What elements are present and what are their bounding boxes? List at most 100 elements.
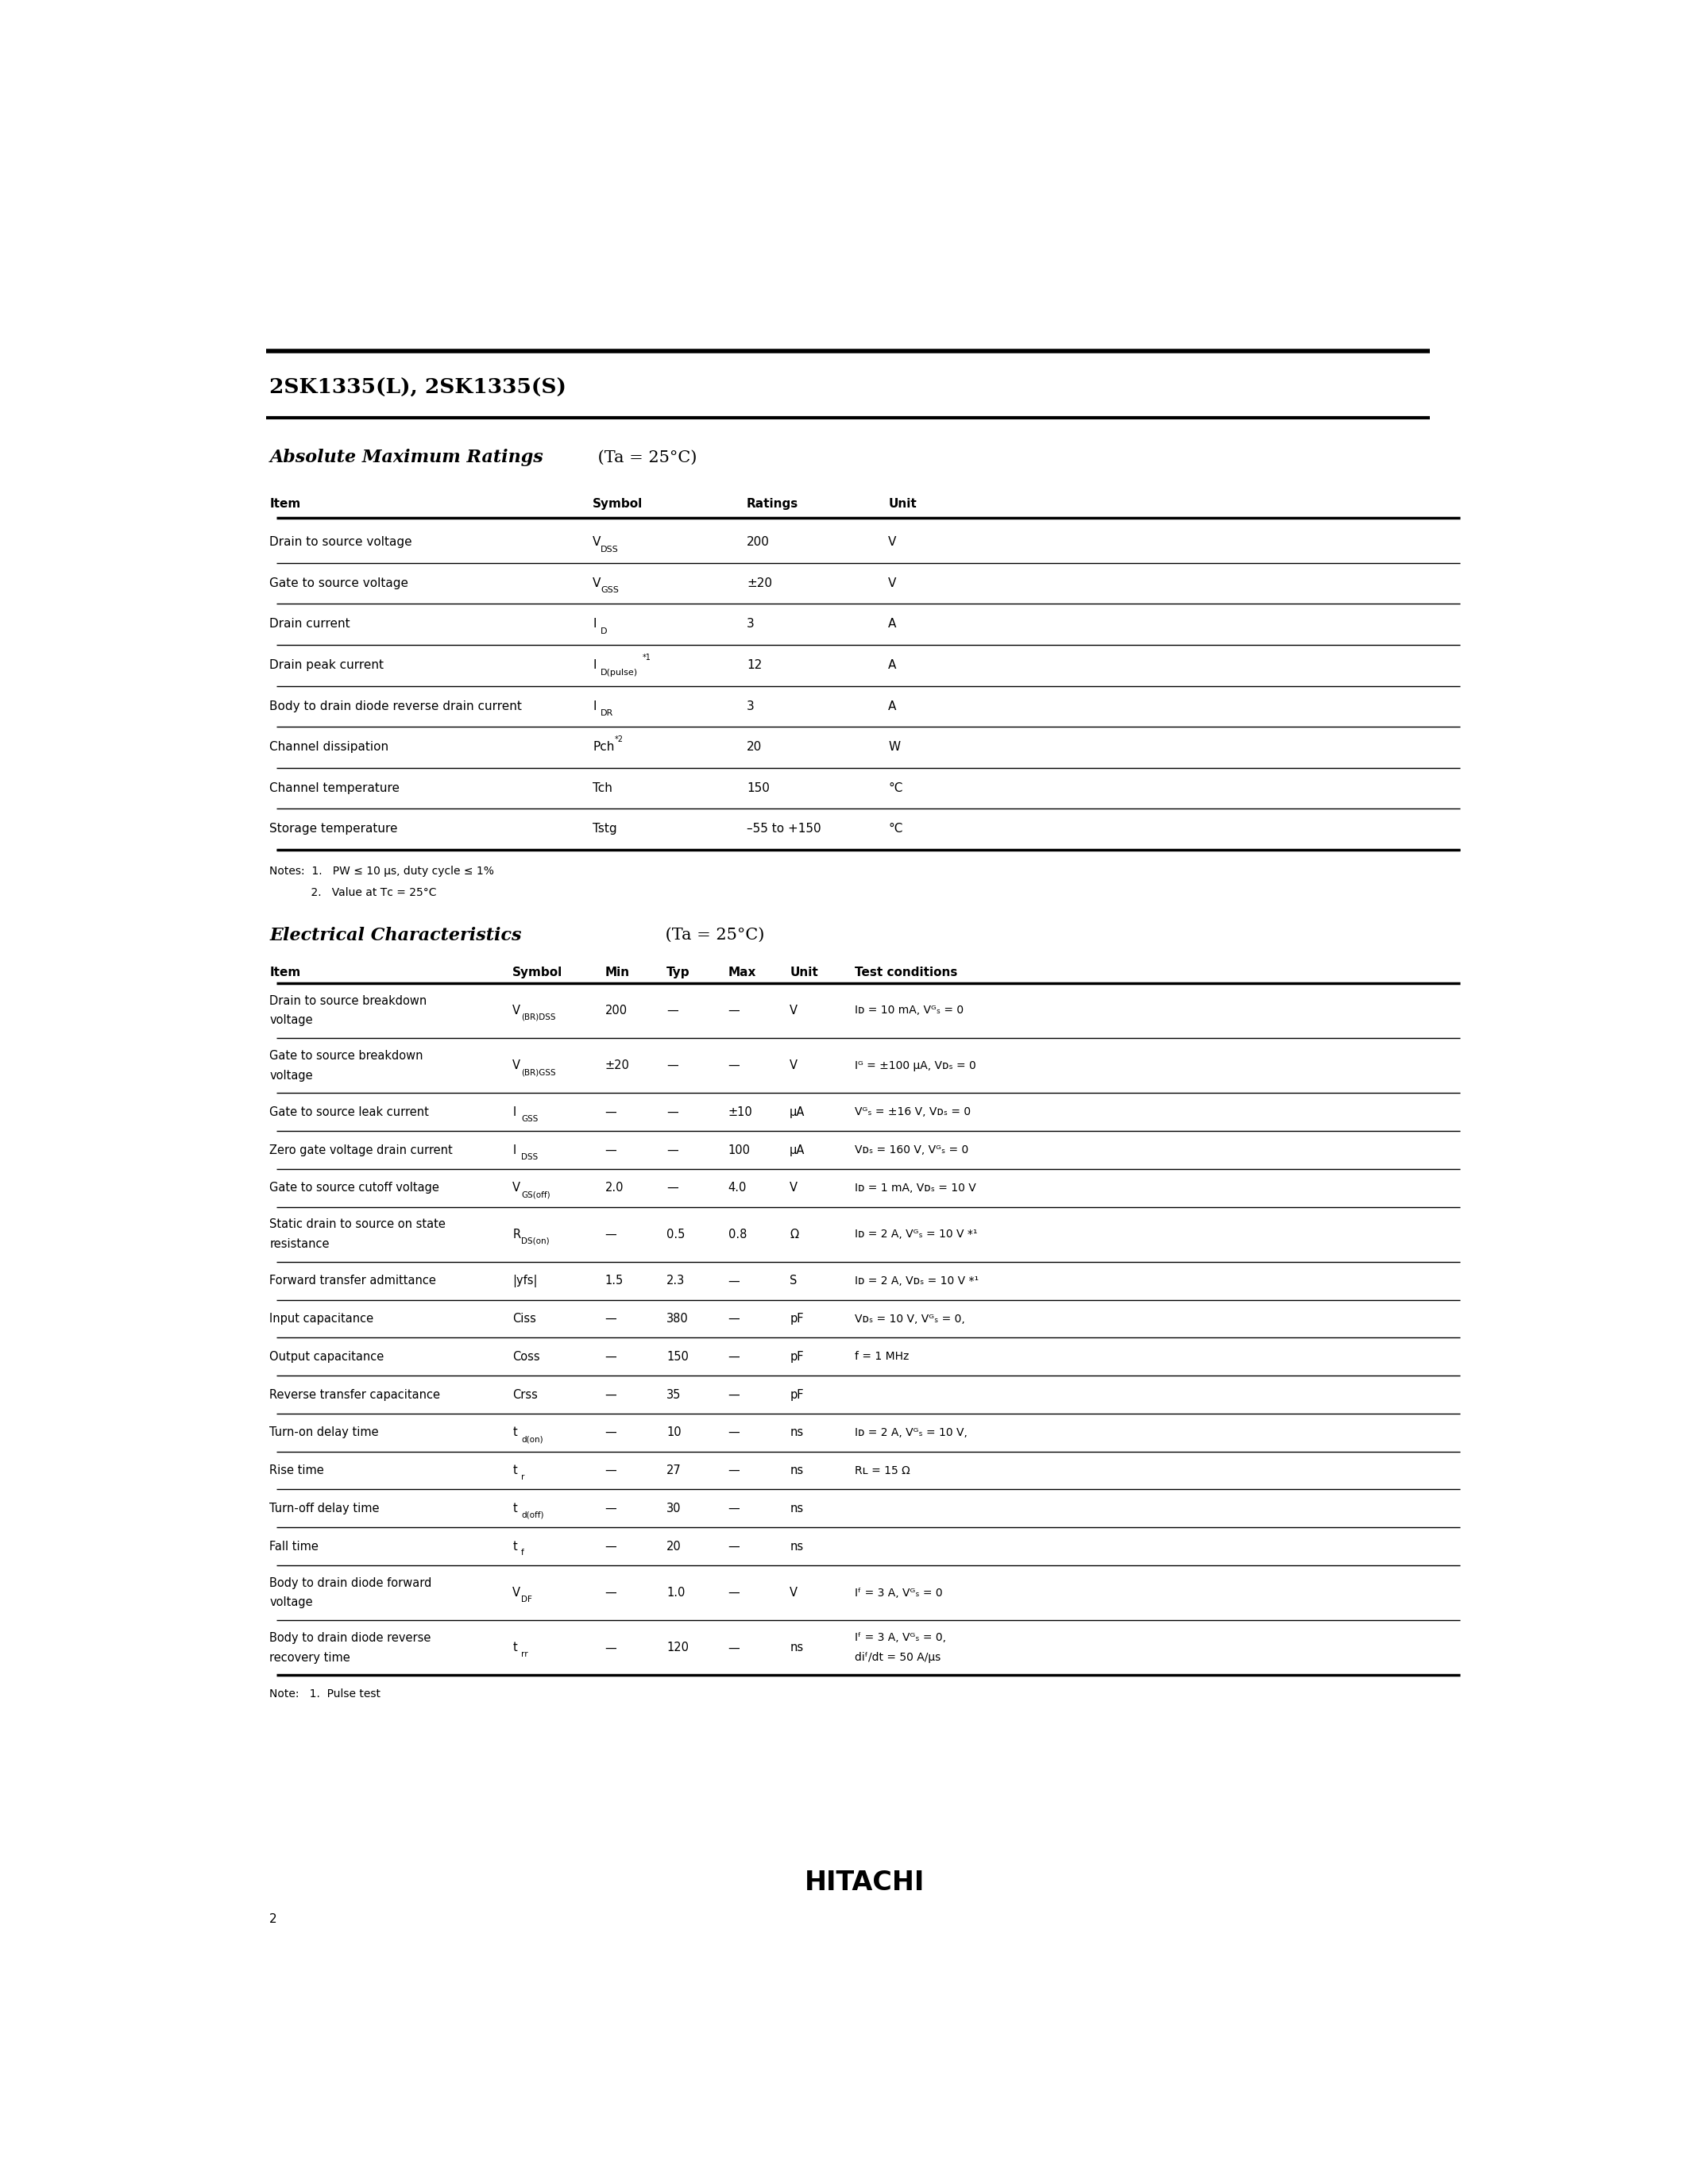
Text: —: — <box>728 1313 739 1326</box>
Text: Drain to source breakdown: Drain to source breakdown <box>270 996 427 1007</box>
Text: resistance: resistance <box>270 1238 329 1249</box>
Text: Iᴅ = 1 mA, Vᴅₛ = 10 V: Iᴅ = 1 mA, Vᴅₛ = 10 V <box>854 1182 976 1192</box>
Text: (BR)GSS: (BR)GSS <box>522 1068 555 1077</box>
Text: Tch: Tch <box>592 782 613 795</box>
Text: DSS: DSS <box>522 1153 538 1160</box>
Text: 35: 35 <box>667 1389 682 1400</box>
Text: °C: °C <box>888 782 903 795</box>
Text: 380: 380 <box>667 1313 689 1326</box>
Text: 0.5: 0.5 <box>667 1227 685 1241</box>
Text: Note:   1.  Pulse test: Note: 1. Pulse test <box>270 1688 381 1699</box>
Text: Typ: Typ <box>667 965 690 978</box>
Text: voltage: voltage <box>270 1597 312 1607</box>
Text: Ciss: Ciss <box>513 1313 537 1326</box>
Text: ns: ns <box>790 1426 803 1439</box>
Text: Output capacitance: Output capacitance <box>270 1350 385 1363</box>
Text: V: V <box>592 577 601 590</box>
Text: Vᴅₛ = 10 V, Vᴳₛ = 0,: Vᴅₛ = 10 V, Vᴳₛ = 0, <box>854 1313 964 1324</box>
Text: 2SK1335(L), 2SK1335(S): 2SK1335(L), 2SK1335(S) <box>270 378 567 397</box>
Text: 0.8: 0.8 <box>728 1227 746 1241</box>
Text: ns: ns <box>790 1465 803 1476</box>
Text: t: t <box>513 1642 517 1653</box>
Text: Zero gate voltage drain current: Zero gate voltage drain current <box>270 1144 452 1155</box>
Text: Min: Min <box>604 965 630 978</box>
Text: 2.   Value at Tᴄ = 25°C: 2. Value at Tᴄ = 25°C <box>270 887 437 898</box>
Text: I: I <box>513 1105 517 1118</box>
Text: 200: 200 <box>746 537 770 548</box>
Text: GSS: GSS <box>522 1114 538 1123</box>
Text: Gate to source cutoff voltage: Gate to source cutoff voltage <box>270 1182 439 1195</box>
Text: —: — <box>604 1426 616 1439</box>
Text: —: — <box>604 1350 616 1363</box>
Text: Unit: Unit <box>790 965 819 978</box>
Text: I: I <box>592 660 596 670</box>
Text: —: — <box>728 1350 739 1363</box>
Text: Ratings: Ratings <box>746 498 798 509</box>
Text: recovery time: recovery time <box>270 1651 351 1664</box>
Text: Notes:  1.   PW ≤ 10 μs, duty cycle ≤ 1%: Notes: 1. PW ≤ 10 μs, duty cycle ≤ 1% <box>270 865 495 876</box>
Text: Gate to source leak current: Gate to source leak current <box>270 1105 429 1118</box>
Text: —: — <box>728 1588 739 1599</box>
Text: Rʟ = 15 Ω: Rʟ = 15 Ω <box>854 1465 910 1476</box>
Text: 3: 3 <box>746 701 755 712</box>
Text: Gate to source breakdown: Gate to source breakdown <box>270 1051 424 1061</box>
Text: –55 to +150: –55 to +150 <box>746 823 820 834</box>
Text: —: — <box>667 1005 679 1016</box>
Text: |yfs|: |yfs| <box>513 1275 538 1286</box>
Text: Drain peak current: Drain peak current <box>270 660 383 670</box>
Text: Body to drain diode reverse: Body to drain diode reverse <box>270 1631 430 1645</box>
Text: r: r <box>522 1474 525 1481</box>
Text: V: V <box>790 1059 798 1072</box>
Text: ±20: ±20 <box>604 1059 630 1072</box>
Text: S: S <box>790 1275 797 1286</box>
Text: —: — <box>604 1144 616 1155</box>
Text: pF: pF <box>790 1389 803 1400</box>
Text: Channel temperature: Channel temperature <box>270 782 400 795</box>
Text: Turn-on delay time: Turn-on delay time <box>270 1426 378 1439</box>
Text: V: V <box>790 1588 798 1599</box>
Text: —: — <box>728 1005 739 1016</box>
Text: Item: Item <box>270 965 300 978</box>
Text: Ω: Ω <box>790 1227 798 1241</box>
Text: 120: 120 <box>667 1642 689 1653</box>
Text: —: — <box>604 1642 616 1653</box>
Text: Tstg: Tstg <box>592 823 618 834</box>
Text: 20: 20 <box>667 1540 682 1553</box>
Text: 27: 27 <box>667 1465 682 1476</box>
Text: 1.0: 1.0 <box>667 1588 685 1599</box>
Text: DSS: DSS <box>601 546 619 553</box>
Text: I: I <box>592 701 596 712</box>
Text: 20: 20 <box>746 740 761 753</box>
Text: Coss: Coss <box>513 1350 540 1363</box>
Text: Forward transfer admittance: Forward transfer admittance <box>270 1275 436 1286</box>
Text: 10: 10 <box>667 1426 682 1439</box>
Text: Iᶠ = 3 A, Vᴳₛ = 0: Iᶠ = 3 A, Vᴳₛ = 0 <box>854 1588 942 1599</box>
Text: Max: Max <box>728 965 756 978</box>
Text: A: A <box>888 660 896 670</box>
Text: Unit: Unit <box>888 498 917 509</box>
Text: DR: DR <box>601 710 614 716</box>
Text: voltage: voltage <box>270 1013 312 1026</box>
Text: —: — <box>667 1105 679 1118</box>
Text: Crss: Crss <box>513 1389 538 1400</box>
Text: (Ta = 25°C): (Ta = 25°C) <box>592 450 697 465</box>
Text: *1: *1 <box>643 653 652 662</box>
Text: t: t <box>513 1540 517 1553</box>
Text: pF: pF <box>790 1350 803 1363</box>
Text: ns: ns <box>790 1642 803 1653</box>
Text: V: V <box>888 537 896 548</box>
Text: V: V <box>592 537 601 548</box>
Text: Iᴅ = 2 A, Vᴳₛ = 10 V,: Iᴅ = 2 A, Vᴳₛ = 10 V, <box>854 1426 967 1437</box>
Text: Item: Item <box>270 498 300 509</box>
Text: 3: 3 <box>746 618 755 629</box>
Text: 150: 150 <box>667 1350 689 1363</box>
Text: Drain to source voltage: Drain to source voltage <box>270 537 412 548</box>
Text: Gate to source voltage: Gate to source voltage <box>270 577 408 590</box>
Text: DF: DF <box>522 1597 532 1603</box>
Text: t: t <box>513 1503 517 1514</box>
Text: —: — <box>604 1313 616 1326</box>
Text: —: — <box>604 1540 616 1553</box>
Text: V: V <box>513 1059 520 1072</box>
Text: A: A <box>888 618 896 629</box>
Text: Pch: Pch <box>592 740 614 753</box>
